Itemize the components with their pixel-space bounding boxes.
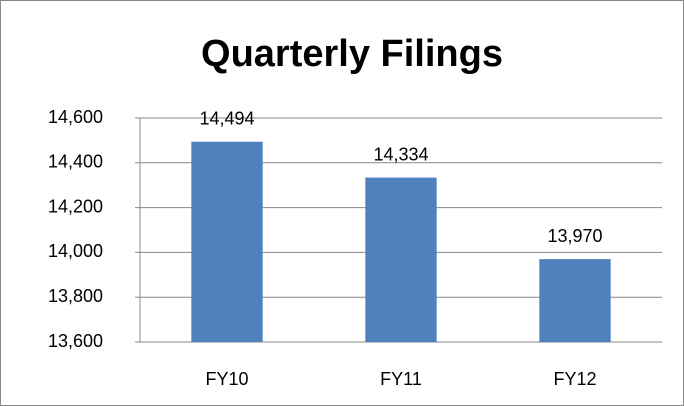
data-label: 14,334 [373,144,428,164]
y-tick-label: 13,600 [48,331,103,351]
bar [191,141,263,342]
data-label: 14,494 [199,108,254,128]
bar [539,259,611,342]
y-tick-label: 14,000 [48,241,103,261]
y-tick-label: 14,400 [48,152,103,172]
x-tick-label: FY12 [553,369,596,389]
y-tick-label: 13,800 [48,286,103,306]
bar [365,177,437,342]
y-tick-label: 14,200 [48,196,103,216]
y-tick-label: 14,600 [48,107,103,127]
x-tick-label: FY11 [380,369,422,389]
data-label: 13,970 [547,226,602,246]
x-tick-label: FY10 [205,369,248,389]
chart-title: Quarterly Filings [201,33,503,75]
